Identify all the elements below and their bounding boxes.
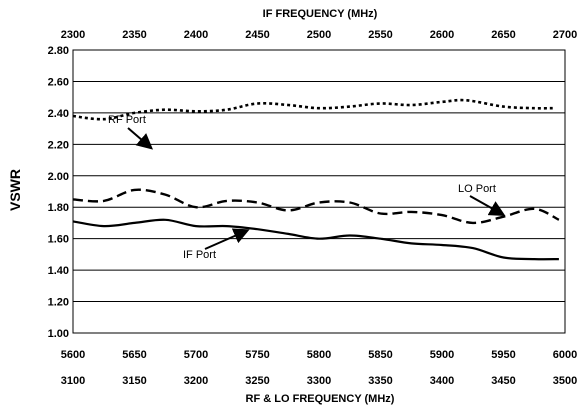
- annotation-arrow: [204, 228, 250, 250]
- rf-x-tick-label: 5850: [368, 349, 392, 361]
- annotation-label: RF Port: [108, 114, 146, 126]
- lo-x-tick-label: 3150: [122, 375, 146, 387]
- rf-x-tick-label: 5750: [245, 349, 269, 361]
- y-tick-label: 2.60: [48, 76, 69, 88]
- annotation-arrow: [469, 195, 506, 216]
- y-tick-label: 1.40: [48, 265, 69, 277]
- y-tick-label: 1.20: [48, 297, 69, 309]
- bottom-x-axis-title: RF & LO FREQUENCY (MHz): [246, 393, 395, 405]
- lo-x-tick-label: 3450: [491, 375, 515, 387]
- if-x-tick-label: 2550: [368, 29, 392, 41]
- lo-x-tick-label: 3300: [307, 375, 331, 387]
- if-x-tick-label: 2700: [553, 29, 577, 41]
- lo-x-tick-label: 3250: [245, 375, 269, 387]
- if-x-tick-label: 2650: [491, 29, 515, 41]
- if-x-tick-label: 2600: [430, 29, 454, 41]
- top-x-axis-title: IF FREQUENCY (MHz): [263, 8, 378, 20]
- y-tick-label: 2.40: [48, 108, 69, 120]
- rf-x-tick-label: 5700: [184, 349, 208, 361]
- series-lines: [72, 98, 560, 261]
- rf-x-tick-label: 5900: [430, 349, 454, 361]
- annotation-label: LO Port: [458, 183, 496, 195]
- y-tick-label: 2.20: [48, 139, 69, 151]
- rf-x-tick-label: 5950: [491, 349, 515, 361]
- y-tick-labels: 1.00 1.20 1.40 1.60 1.80 2.00 2.20 2.40 2.60 2.80: [48, 45, 69, 340]
- annotation-label: IF Port: [183, 249, 216, 261]
- y-tick-label: 1.60: [48, 234, 69, 246]
- if-x-tick-label: 2450: [245, 29, 269, 41]
- series-line-1: [72, 188, 560, 225]
- y-tick-label: 2.80: [48, 45, 69, 57]
- y-tick-label: 2.00: [48, 171, 69, 183]
- lo-x-tick-label: 3400: [430, 375, 454, 387]
- lo-x-tick-label: 3200: [184, 375, 208, 387]
- series-line-0: [72, 98, 553, 121]
- if-x-tick-label: 2350: [122, 29, 146, 41]
- series-annotations: RF Port LO Port IF Port: [108, 114, 506, 261]
- lo-x-tick-label: 3100: [61, 375, 85, 387]
- annotation-arrow: [127, 127, 154, 150]
- rf-x-tick-label: 5650: [122, 349, 146, 361]
- if-x-tick-label: 2500: [307, 29, 331, 41]
- rf-x-tick-label: 5600: [61, 349, 85, 361]
- rf-x-tick-label: 5800: [307, 349, 331, 361]
- plot-frame: [72, 49, 566, 334]
- if-x-tick-label: 2400: [184, 29, 208, 41]
- series-line-2: [72, 218, 559, 261]
- y-axis-title: VSWR: [7, 169, 23, 211]
- y-tick-label: 1.00: [48, 328, 69, 340]
- x-tick-labels: 2300 5600 3100 2350 5650 3150 2400 5700 3200 2450…: [61, 29, 577, 387]
- y-tick-label: 1.80: [48, 202, 69, 214]
- if-x-tick-label: 2300: [61, 29, 85, 41]
- lo-x-tick-label: 3350: [368, 375, 392, 387]
- lo-x-tick-label: 3500: [553, 375, 577, 387]
- rf-x-tick-label: 6000: [553, 349, 577, 361]
